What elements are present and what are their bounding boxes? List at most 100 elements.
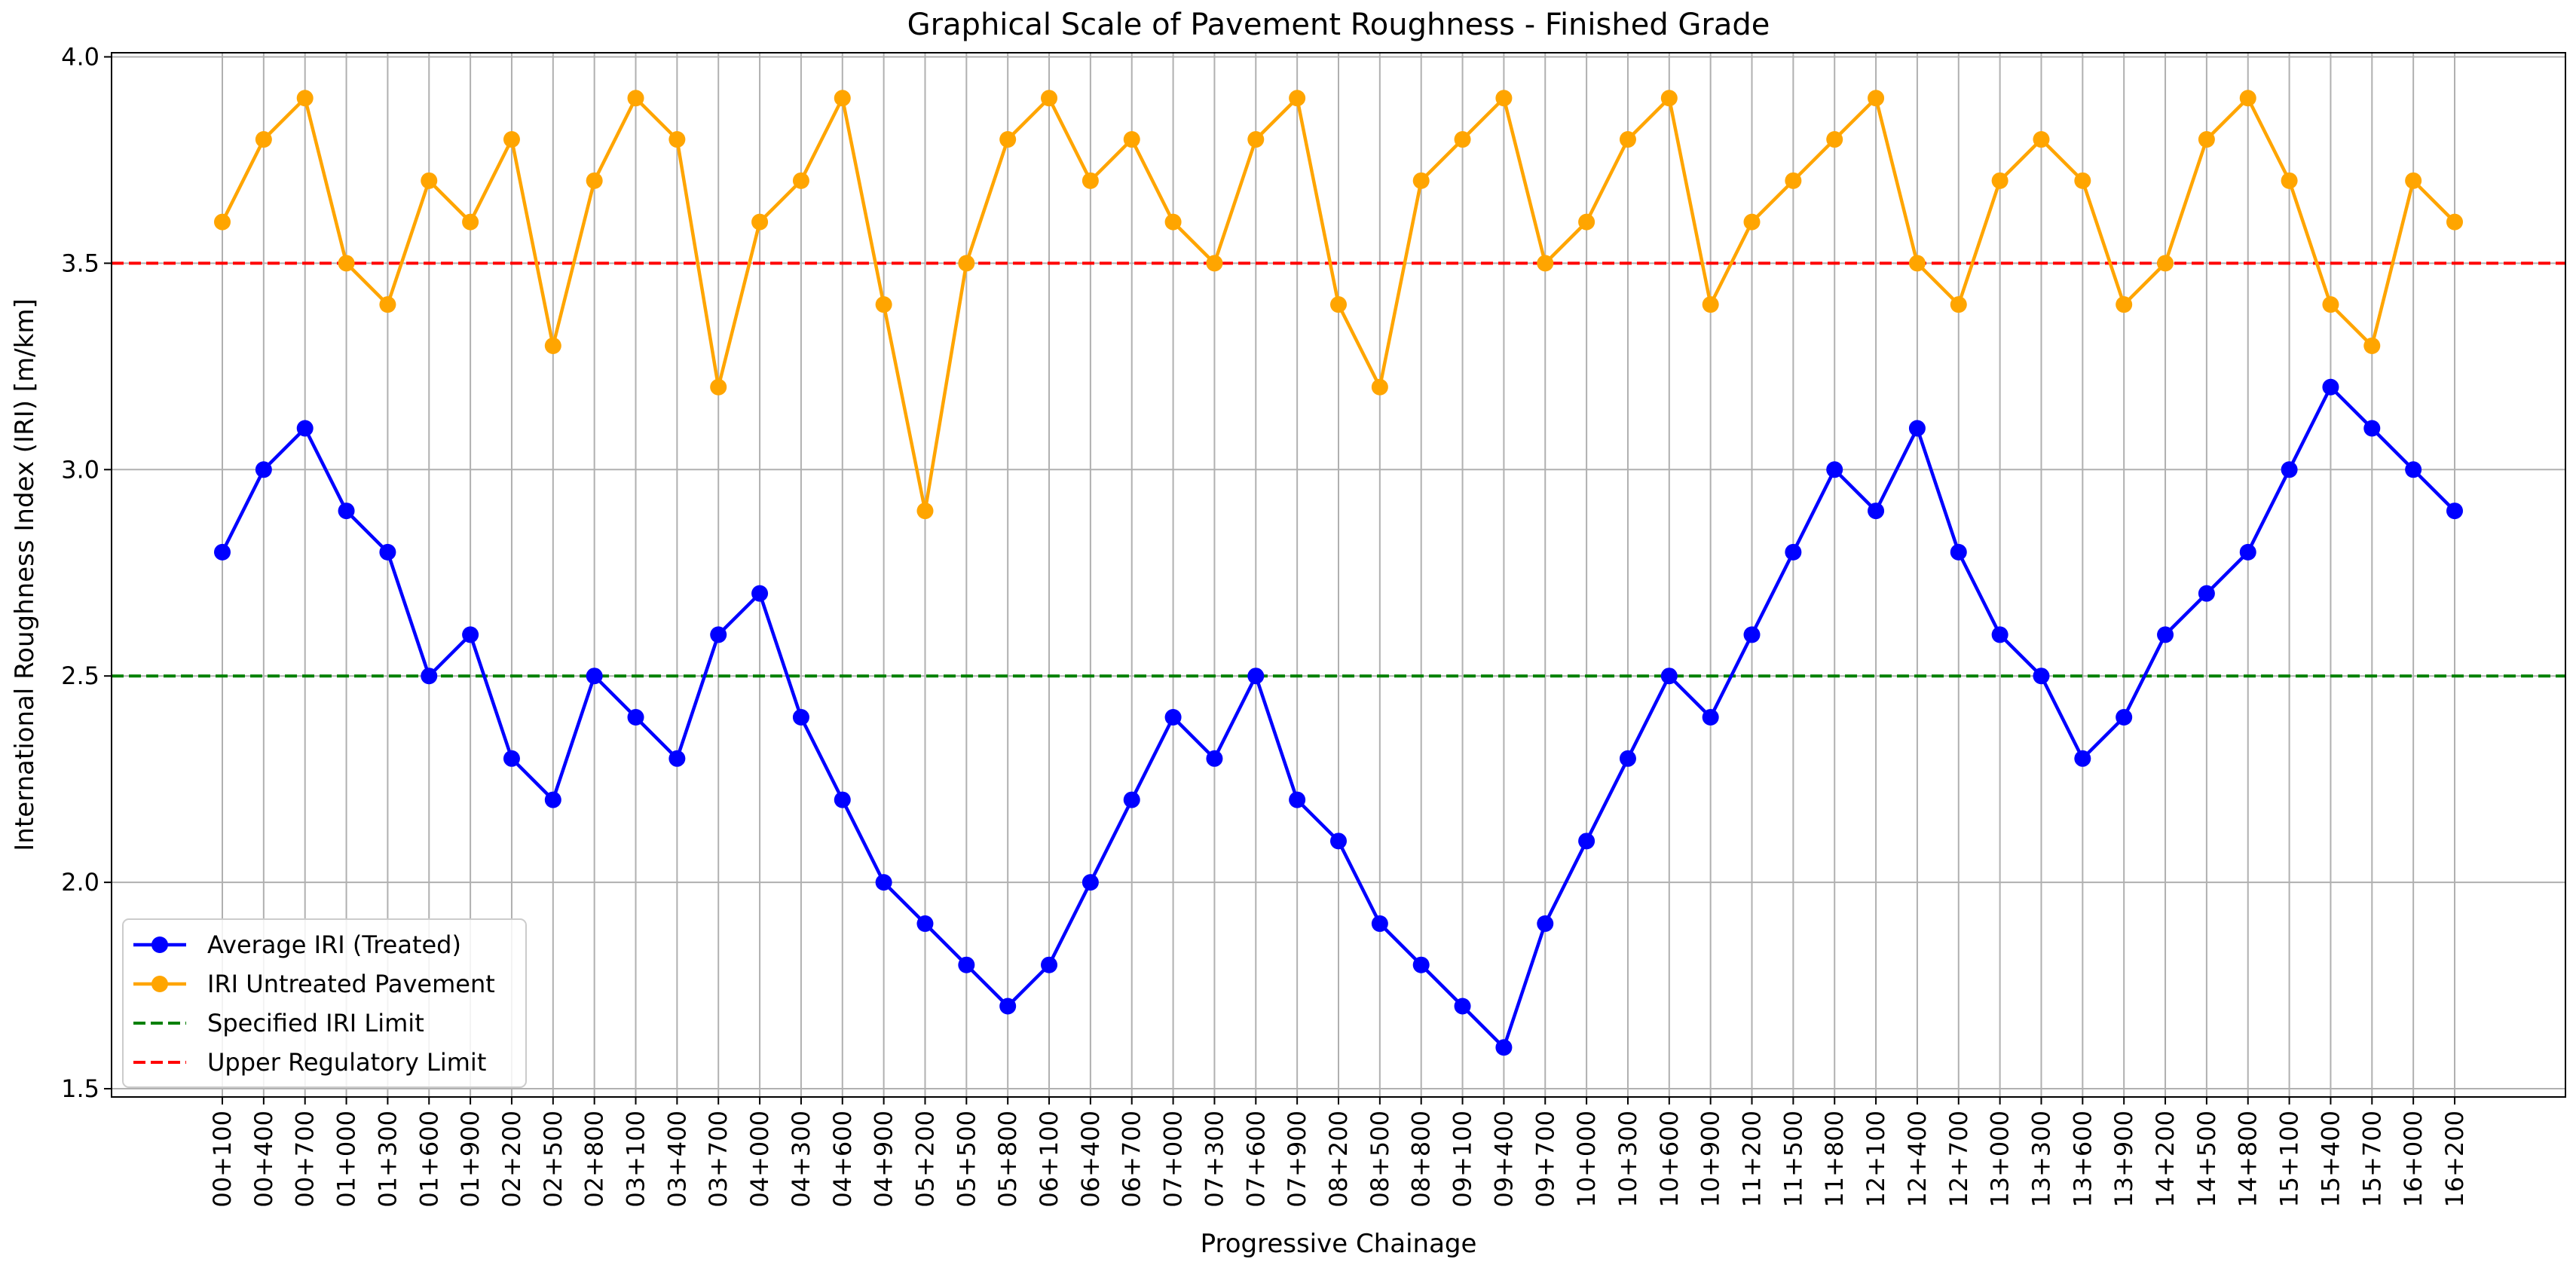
data-point bbox=[751, 585, 769, 602]
data-point bbox=[2405, 172, 2422, 189]
x-tick-label: 09+400 bbox=[1489, 1111, 1518, 1208]
x-tick-label: 01+600 bbox=[415, 1111, 443, 1208]
x-tick-label: 06+400 bbox=[1076, 1111, 1105, 1208]
data-point bbox=[1868, 503, 1885, 520]
data-point bbox=[1702, 296, 1719, 313]
data-point bbox=[379, 296, 396, 313]
y-tick-label: 2.5 bbox=[61, 661, 99, 690]
data-point bbox=[751, 213, 769, 231]
data-point bbox=[916, 915, 934, 932]
x-tick-label: 12+100 bbox=[1862, 1111, 1890, 1208]
data-point bbox=[503, 750, 520, 767]
data-point bbox=[586, 668, 603, 685]
data-point bbox=[1785, 543, 1802, 561]
data-point bbox=[2446, 503, 2463, 520]
data-point bbox=[1660, 90, 1678, 107]
y-axis-ticks: 1.5 2.0 2.5 3.0 3.5 4.0 bbox=[61, 42, 112, 1103]
x-tick-label: 04+000 bbox=[745, 1111, 774, 1208]
x-tick-label: 15+400 bbox=[2316, 1111, 2345, 1208]
data-point bbox=[1371, 378, 1388, 396]
data-point bbox=[1660, 668, 1678, 685]
data-point bbox=[1578, 833, 1595, 850]
data-point bbox=[627, 90, 644, 107]
x-axis-ticks: 00+100 00+400 00+700 01+000 01+300 01+600 01+9… bbox=[208, 1097, 2469, 1208]
legend-marker bbox=[151, 936, 168, 953]
data-point bbox=[1826, 461, 1843, 478]
data-point bbox=[1950, 296, 1967, 313]
data-point bbox=[1041, 90, 1058, 107]
x-tick-label: 02+800 bbox=[580, 1111, 609, 1208]
data-point bbox=[1495, 1039, 1513, 1056]
x-tick-label: 00+700 bbox=[291, 1111, 320, 1208]
x-axis-label: Progressive Chainage bbox=[1201, 1229, 1477, 1259]
data-point bbox=[1206, 255, 1223, 272]
x-tick-label: 08+500 bbox=[1366, 1111, 1394, 1208]
x-tick-label: 14+800 bbox=[2234, 1111, 2262, 1208]
data-point bbox=[1123, 131, 1140, 148]
data-point bbox=[2033, 668, 2050, 685]
data-point bbox=[1164, 709, 1182, 726]
data-point bbox=[379, 543, 396, 561]
x-tick-label: 03+700 bbox=[704, 1111, 733, 1208]
legend-label: Specified IRI Limit bbox=[207, 1009, 424, 1037]
data-point bbox=[1826, 131, 1843, 148]
data-point bbox=[1330, 296, 1347, 313]
data-point bbox=[2033, 131, 2050, 148]
x-tick-label: 07+900 bbox=[1283, 1111, 1311, 1208]
data-point bbox=[462, 213, 479, 231]
x-tick-label: 10+900 bbox=[1696, 1111, 1725, 1208]
data-point bbox=[544, 791, 561, 808]
x-tick-label: 08+200 bbox=[1324, 1111, 1353, 1208]
x-tick-label: 14+500 bbox=[2192, 1111, 2221, 1208]
y-tick-label: 4.0 bbox=[61, 42, 99, 71]
x-tick-label: 00+400 bbox=[249, 1111, 278, 1208]
x-tick-label: 15+100 bbox=[2275, 1111, 2304, 1208]
legend-marker bbox=[151, 976, 168, 992]
x-tick-label: 09+700 bbox=[1531, 1111, 1559, 1208]
data-point bbox=[1950, 543, 1967, 561]
data-point bbox=[1991, 172, 2008, 189]
legend-box bbox=[122, 918, 527, 1088]
data-point bbox=[255, 131, 272, 148]
data-point bbox=[255, 461, 272, 478]
x-tick-label: 04+300 bbox=[787, 1111, 815, 1208]
x-tick-label: 15+700 bbox=[2357, 1111, 2386, 1208]
y-tick-label: 2.0 bbox=[61, 868, 99, 897]
x-tick-label: 11+500 bbox=[1779, 1111, 1807, 1208]
data-point bbox=[1164, 213, 1182, 231]
data-point bbox=[668, 131, 686, 148]
reference-lines bbox=[112, 261, 2565, 678]
data-point bbox=[338, 503, 355, 520]
data-point bbox=[627, 709, 644, 726]
data-point bbox=[958, 956, 975, 973]
x-tick-label: 02+500 bbox=[539, 1111, 568, 1208]
x-tick-label: 13+900 bbox=[2109, 1111, 2138, 1208]
data-point bbox=[1081, 874, 1099, 891]
x-tick-label: 11+200 bbox=[1738, 1111, 1767, 1208]
data-point bbox=[916, 503, 934, 520]
x-tick-label: 01+300 bbox=[373, 1111, 402, 1208]
data-point bbox=[1908, 255, 1926, 272]
data-point bbox=[2322, 378, 2339, 396]
data-point bbox=[296, 90, 314, 107]
data-point bbox=[1702, 709, 1719, 726]
x-tick-label: 13+000 bbox=[1986, 1111, 2015, 1208]
data-point bbox=[834, 90, 851, 107]
x-tick-label: 08+800 bbox=[1407, 1111, 1436, 1208]
data-point bbox=[2239, 543, 2256, 561]
data-point bbox=[1247, 668, 1265, 685]
legend-label: IRI Untreated Pavement bbox=[207, 970, 495, 998]
x-tick-label: 11+800 bbox=[1820, 1111, 1849, 1208]
data-point bbox=[1454, 998, 1471, 1015]
x-tick-label: 10+600 bbox=[1655, 1111, 1684, 1208]
data-point bbox=[999, 998, 1017, 1015]
x-tick-label: 16+000 bbox=[2399, 1111, 2428, 1208]
x-tick-label: 05+800 bbox=[993, 1111, 1022, 1208]
data-point bbox=[792, 709, 809, 726]
data-point bbox=[462, 626, 479, 643]
data-point bbox=[1991, 626, 2008, 643]
data-point bbox=[2116, 709, 2133, 726]
data-point bbox=[544, 337, 561, 354]
data-point bbox=[2239, 90, 2256, 107]
data-point bbox=[1537, 255, 1554, 272]
